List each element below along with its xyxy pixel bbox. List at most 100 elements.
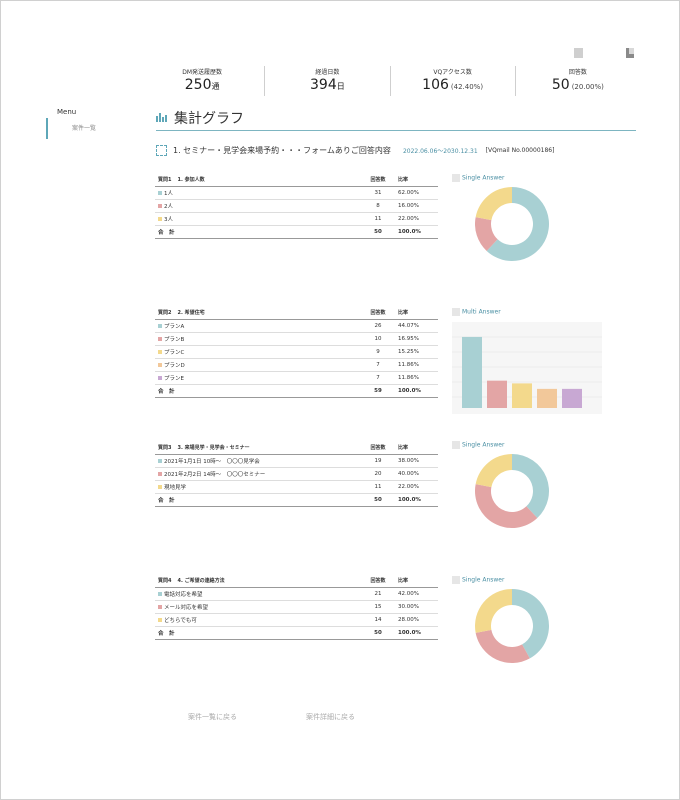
option-rate: 15.25% [398,349,419,355]
option-count: 9 [376,349,380,355]
pie-slice [486,187,549,261]
chart-type-label: Single Answer [452,576,504,584]
legend-swatch [158,472,162,476]
total-count: 59 [374,388,382,394]
rate-header: 比率 [398,445,409,451]
user-icon[interactable] [574,48,583,58]
stat-label: 経過日数 [315,69,340,76]
chart-icon [452,441,460,449]
question-title: 1. 参加人数 [177,177,205,183]
pie-slice [512,589,549,659]
option-count: 20 [374,471,382,477]
option-label: 2021年1月1日 10時〜 〇〇〇見学会 [164,459,260,465]
option-count: 31 [374,190,382,196]
rate-header: 比率 [398,578,409,584]
stat-label: DM発送履歴数 [182,69,223,76]
donut-chart [475,589,549,663]
donut-chart [475,187,549,261]
legend-swatch [158,337,162,341]
option-rate: 11.86% [398,362,419,368]
table-row: 1人 31 62.00% [155,187,438,200]
legend-swatch [158,191,162,195]
stat-dm: DM発送履歴数 250通 [140,66,264,96]
option-rate: 22.00% [398,216,419,222]
pie-slice [475,454,512,488]
chart-type-label: Multi Answer [452,308,501,316]
count-header: 回答数 [370,445,386,451]
chart-type-text: Single Answer [462,576,505,584]
menu-title: Menu [57,108,77,116]
stat-answers: 回答数 50 (20.00%) [514,66,640,96]
option-label: 3人 [164,217,173,223]
bar [487,380,507,408]
option-rate: 11.86% [398,375,419,381]
back-to-detail-button[interactable]: 案件詳細に戻る [306,713,355,721]
pie-slice [475,217,498,251]
legend-swatch [158,592,162,596]
option-label: プランD [164,363,185,369]
rate-header: 比率 [398,310,409,316]
option-count: 7 [376,362,380,368]
chart-icon [452,174,460,182]
stats-bar: DM発送履歴数 250通 経過日数 394日 VQアクセス数 106 (42.40… [140,66,640,96]
page-title-text: 集計グラフ [174,111,244,127]
option-count: 11 [374,484,382,490]
logout-icon[interactable] [626,48,634,58]
option-label: プランA [164,324,185,330]
option-count: 7 [376,375,380,381]
total-label: 合 計 [158,498,175,504]
option-rate: 40.00% [398,471,419,477]
stat-label: VQアクセス数 [433,69,472,76]
question-table: 質問1 1. 参加人数 回答数 比率 1人 31 62.00% 2人 8 16.00% 3人 11 22… [155,173,438,239]
option-count: 10 [374,336,382,342]
table-row: プランD 7 11.86% [155,359,438,372]
bar [537,388,557,408]
total-count: 50 [374,630,382,636]
option-label: メール対応を希望 [164,605,209,611]
total-rate: 100.0% [398,229,421,235]
legend-swatch [158,485,162,489]
table-header: 質問4 4. ご希望の連絡方法 回答数 比率 [155,574,438,588]
stat-access: VQアクセス数 106 (42.40%) [389,66,515,96]
option-count: 26 [374,323,382,329]
legend-swatch [158,217,162,221]
table-row: 2人 8 16.00% [155,200,438,213]
chart-type-label: Single Answer [452,441,504,449]
chart-icon [452,308,460,316]
legend-swatch [158,376,162,380]
date-range: 2022.06.06〜2030.12.31 [402,148,478,155]
stat-value: 106 [422,77,449,93]
table-row: プランB 10 16.95% [155,333,438,346]
stat-sub: (42.40%) [450,83,484,91]
pie-slice [475,187,512,221]
table-total-row: 合 計 59 100.0% [155,385,438,398]
option-rate: 22.00% [398,484,419,490]
option-rate: 30.00% [398,604,419,610]
pie-slice [475,629,530,663]
option-count: 8 [376,203,380,209]
option-rate: 28.00% [398,617,419,623]
count-header: 回答数 [370,578,386,584]
stat-value: 250 [184,77,212,93]
sidebar-item-case-list[interactable]: 案件一覧 [46,118,116,139]
form-title-text: 1. セミナー・見学会来場予約・・・フォームありご回答内容 [173,146,391,155]
total-label: 合 計 [158,230,175,236]
stat-value: 50 [551,77,570,93]
question-title: 4. ご希望の連絡方法 [177,578,225,584]
form-title: 1. セミナー・見学会来場予約・・・フォームありご回答内容 2022.06.06… [156,145,554,156]
total-rate: 100.0% [398,630,421,636]
option-label: 電話対応を希望 [164,592,203,598]
chart-type-text: Single Answer [462,174,505,182]
total-rate: 100.0% [398,497,421,503]
table-row: 現地見学 11 22.00% [155,481,438,494]
table-total-row: 合 計 50 100.0% [155,226,438,239]
back-to-list-button[interactable]: 案件一覧に戻る [188,713,237,721]
table-row: 3人 11 22.00% [155,213,438,226]
option-count: 14 [374,617,382,623]
pie-slice [475,589,512,633]
option-count: 21 [374,591,382,597]
donut-chart [475,454,549,528]
bar [562,388,582,408]
chart-icon [452,576,460,584]
legend-swatch [158,459,162,463]
